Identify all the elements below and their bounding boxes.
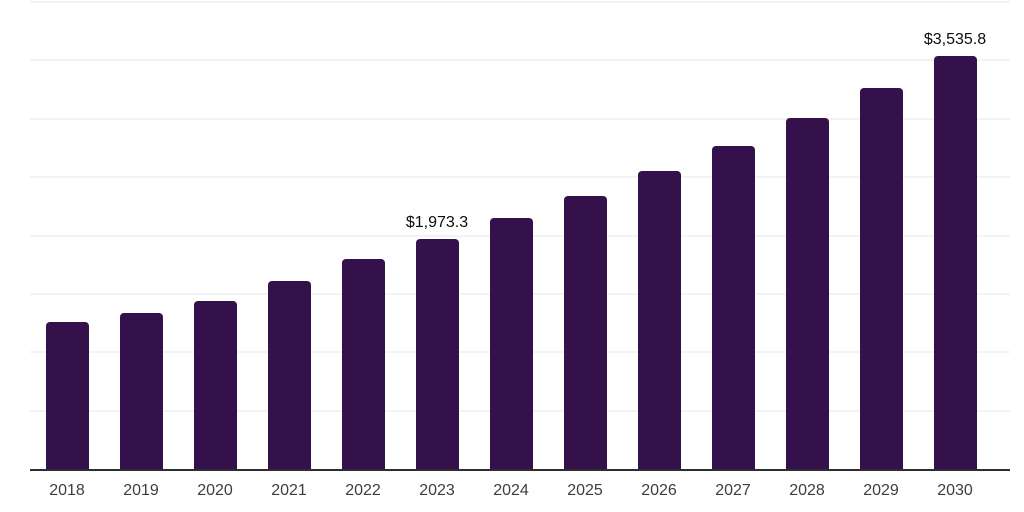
x-tick-label-2023: 2023 [419, 482, 455, 499]
bars-container: $1,973.3 $3,535.8 [30, 2, 992, 469]
bar-slot-2025 [548, 2, 622, 469]
bar-2025 [563, 195, 607, 469]
x-tick-label-2027: 2027 [715, 482, 751, 499]
bar-slot-2018 [30, 2, 104, 469]
x-axis-labels: 2018 2019 2020 2021 2022 2023 2024 2025 2026 2027… [30, 482, 992, 500]
bar-slot-2027 [696, 2, 770, 469]
bar-slot-2026 [622, 2, 696, 469]
plot-area: $1,973.3 $3,535.8 [30, 1, 1010, 471]
bar-2022 [341, 258, 385, 469]
bar-2018 [45, 322, 89, 469]
bar-2028 [785, 118, 829, 469]
bar-2021 [267, 280, 311, 469]
bar-slot-2028 [770, 2, 844, 469]
bar-2029 [859, 88, 903, 469]
x-tick-label-2026: 2026 [641, 482, 677, 499]
bar-slot-2030: $3,535.8 [918, 2, 992, 469]
x-tick-label-2028: 2028 [789, 482, 825, 499]
x-tick-label-2029: 2029 [863, 482, 899, 499]
bar-2030 [933, 56, 977, 469]
bar-2027 [711, 145, 755, 469]
x-tick-label-2019: 2019 [123, 482, 159, 499]
bar-2023 [415, 238, 459, 469]
bar-slot-2020 [178, 2, 252, 469]
x-tick-label-2024: 2024 [493, 482, 529, 499]
gridline-4000 [30, 1, 1010, 3]
bar-slot-2029 [844, 2, 918, 469]
x-tick-label-2025: 2025 [567, 482, 603, 499]
bar-2019 [119, 313, 163, 469]
bar-slot-2022 [326, 2, 400, 469]
gridline-3500 [30, 59, 1010, 62]
x-tick-label-2030: 2030 [937, 482, 973, 499]
bar-slot-2024 [474, 2, 548, 469]
bar-2024 [489, 217, 533, 469]
x-axis-line [30, 469, 1010, 471]
gridline-3000 [30, 117, 1010, 120]
bar-2026 [637, 170, 681, 469]
bar-slot-2023: $1,973.3 [400, 2, 474, 469]
x-tick-label-2021: 2021 [271, 482, 307, 499]
x-tick-label-2018: 2018 [49, 482, 85, 499]
data-label-2030: $3,535.8 [923, 31, 987, 49]
bar-slot-2019 [104, 2, 178, 469]
x-tick-label-2022: 2022 [345, 482, 381, 499]
gridline-2500 [30, 176, 1010, 179]
data-label-2023: $1,973.3 [405, 213, 469, 231]
bar-2020 [193, 301, 237, 469]
bar-slot-2021 [252, 2, 326, 469]
x-tick-label-2020: 2020 [197, 482, 233, 499]
